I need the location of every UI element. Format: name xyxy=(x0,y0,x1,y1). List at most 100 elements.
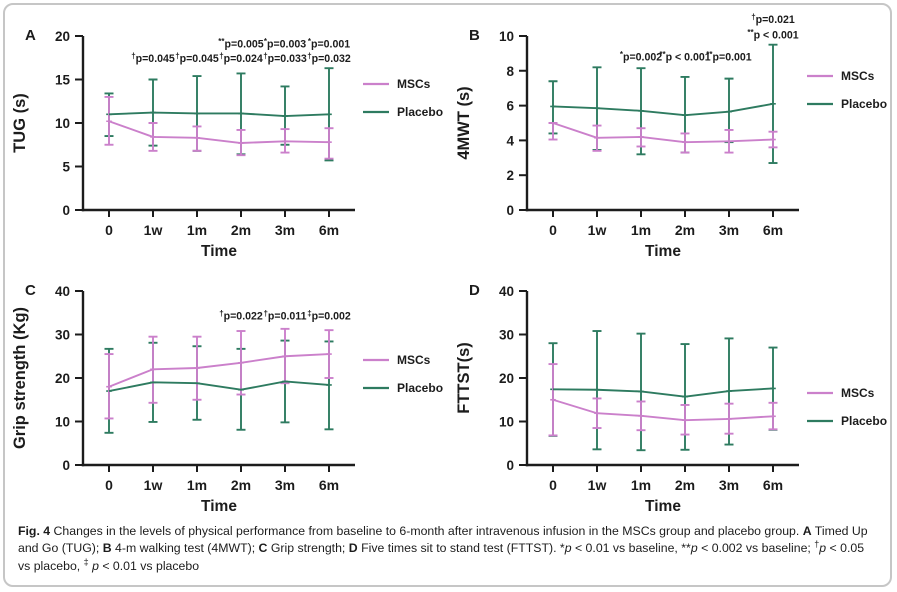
y-tick-label: 40 xyxy=(499,284,514,299)
significance-annotation: †p=0.045 xyxy=(131,52,175,66)
series-line-mscs xyxy=(552,398,774,422)
x-tick-label: 0 xyxy=(105,477,113,493)
x-tick-label: 2m xyxy=(675,477,695,493)
significance-annotation: **p=0.001 xyxy=(706,50,752,64)
panel-label: B xyxy=(469,27,480,44)
error-bars-mscs xyxy=(104,327,334,420)
legend-label: Placebo xyxy=(841,97,887,111)
legend-item-placebo: Placebo xyxy=(807,97,887,111)
y-axis-title: Grip strength (Kg) xyxy=(11,307,29,449)
caption-segment: 4-m walking test (4MWT); xyxy=(111,541,259,556)
series-line-placebo xyxy=(552,387,774,398)
series-line-placebo xyxy=(108,111,330,117)
legend-item-mscs: MSCs xyxy=(363,353,431,367)
y-tick-label: 10 xyxy=(499,415,514,430)
caption-segment: Five times sit to stand test (FTTST). * xyxy=(357,541,565,556)
panel-label: C xyxy=(25,282,36,299)
series-line-mscs xyxy=(552,122,774,144)
y-axis-title: FTTST(s) xyxy=(455,342,473,414)
significance-annotation: ‡p=0.002 xyxy=(307,309,351,323)
x-tick-label: 0 xyxy=(105,222,113,238)
legend-label: Placebo xyxy=(841,414,887,428)
error-bars-mscs xyxy=(104,95,334,160)
y-tick-label: 6 xyxy=(506,99,514,114)
x-tick-label: 3m xyxy=(275,222,295,238)
y-tick-label: 8 xyxy=(506,64,514,79)
caption-segment: A xyxy=(802,524,812,538)
y-tick-label: 20 xyxy=(499,371,514,386)
legend-label: Placebo xyxy=(397,105,443,119)
legend-label: MSCs xyxy=(397,77,431,91)
y-tick-label: 10 xyxy=(55,415,70,430)
chart-panel-a-tug: A TUG (s) 0 5 10 15 20 0 1w 1m 2m 3m 6m Time **p=0.005… xyxy=(11,27,443,260)
x-tick-label: 1m xyxy=(187,222,207,238)
legend-item-mscs: MSCs xyxy=(363,77,431,91)
x-tick-label: 3m xyxy=(275,477,295,493)
y-tick-label: 40 xyxy=(55,284,70,299)
x-tick-label: 1m xyxy=(631,477,651,493)
x-tick-label: 1w xyxy=(588,222,607,238)
significance-annotation: **p < 0.001 xyxy=(659,50,710,64)
legend-item-mscs: MSCs xyxy=(807,69,875,83)
x-tick-label: 1w xyxy=(144,477,163,493)
caption-segment: p xyxy=(690,541,698,556)
caption-segment: D xyxy=(348,541,358,556)
legend-label: MSCs xyxy=(397,353,431,367)
series-line-mscs xyxy=(108,353,330,388)
caption-segment: p xyxy=(92,558,99,573)
series-line-placebo xyxy=(108,380,330,392)
series-line-placebo xyxy=(552,102,774,117)
y-tick-label: 30 xyxy=(55,328,70,343)
x-axis-title: Time xyxy=(645,243,681,260)
panels-grid: A TUG (s) 0 5 10 15 20 0 1w 1m 2m 3m 6m Time **p=0.005… xyxy=(5,5,890,520)
y-axis-title: TUG (s) xyxy=(11,93,29,153)
significance-annotation: †p=0.045 xyxy=(175,52,219,66)
legend-item-mscs: MSCs xyxy=(807,386,875,400)
y-tick-label: 0 xyxy=(62,203,70,218)
caption-segment: Fig. 4 xyxy=(18,524,51,538)
figure-caption: Fig. 4 Changes in the levels of physical… xyxy=(5,520,890,575)
x-tick-label: 6m xyxy=(763,222,783,238)
legend-label: Placebo xyxy=(397,381,443,395)
caption-segment: Grip strength; xyxy=(267,541,349,556)
y-tick-label: 4 xyxy=(506,133,514,148)
y-tick-label: 20 xyxy=(55,371,70,386)
significance-annotation: **p=0.005 xyxy=(218,37,264,51)
y-tick-label: 5 xyxy=(62,160,70,175)
x-axis-title: Time xyxy=(201,243,237,260)
series-line-mscs xyxy=(108,120,330,144)
chart-panel-c-grip-strength: C Grip strength (Kg) 0 10 20 30 40 0 1w 1m 2m 3m 6m T… xyxy=(11,282,443,515)
caption-segment: p xyxy=(819,541,827,556)
caption-segment: < 0.01 vs baseline, ** xyxy=(571,541,691,556)
x-tick-label: 2m xyxy=(675,222,695,238)
y-tick-label: 2 xyxy=(506,168,514,183)
figure-card: A TUG (s) 0 5 10 15 20 0 1w 1m 2m 3m 6m Time **p=0.005… xyxy=(3,3,892,587)
x-tick-label: 1m xyxy=(631,222,651,238)
caption-segment: Timed Up and Go (TUG); xyxy=(18,524,868,556)
x-tick-label: 1w xyxy=(144,222,163,238)
panel-label: A xyxy=(25,27,36,44)
significance-annotation: *p=0.003 xyxy=(264,37,306,51)
y-tick-label: 10 xyxy=(499,29,514,44)
x-tick-label: 3m xyxy=(719,477,739,493)
caption-segment: C xyxy=(258,541,268,556)
y-tick-label: 0 xyxy=(62,458,70,473)
error-bars-mscs xyxy=(548,122,778,154)
x-tick-label: 6m xyxy=(319,477,339,493)
significance-annotation: *p=0.002 xyxy=(620,50,662,64)
y-tick-label: 0 xyxy=(506,458,514,473)
x-tick-label: 1m xyxy=(187,477,207,493)
legend-item-placebo: Placebo xyxy=(807,414,887,428)
y-tick-label: 0 xyxy=(506,203,514,218)
legend-item-placebo: Placebo xyxy=(363,105,443,119)
significance-annotation: †p=0.033 xyxy=(263,52,307,66)
caption-segment: B xyxy=(102,541,112,556)
x-tick-label: 2m xyxy=(231,477,251,493)
x-tick-label: 6m xyxy=(319,222,339,238)
x-tick-label: 0 xyxy=(549,477,557,493)
y-tick-label: 20 xyxy=(55,29,70,44)
x-tick-label: 2m xyxy=(231,222,251,238)
caption-segment: < 0.05 vs placebo, xyxy=(18,541,865,573)
panel-label: D xyxy=(469,282,480,299)
